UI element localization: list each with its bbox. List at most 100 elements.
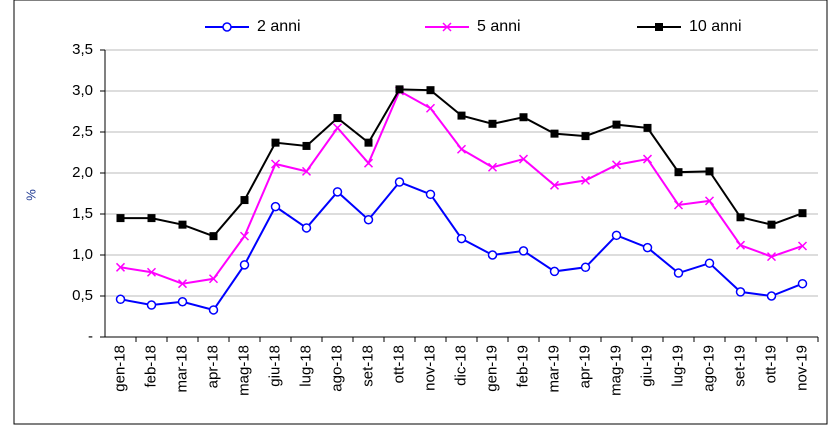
legend-label: 2 anni (257, 18, 301, 35)
marker (333, 114, 342, 123)
marker (271, 138, 280, 147)
marker (655, 23, 663, 31)
marker (239, 260, 250, 270)
marker (270, 159, 281, 169)
marker (115, 294, 126, 305)
x-tick-label: ott-18 (390, 345, 407, 383)
marker (797, 241, 808, 251)
x-tick-label: gen-19 (483, 345, 500, 392)
marker (442, 22, 452, 32)
marker (735, 240, 746, 250)
x-tick-label: apr-19 (576, 345, 593, 388)
marker (116, 214, 125, 223)
marker (177, 279, 188, 289)
x-tick-label: nov-18 (421, 345, 438, 391)
marker (222, 22, 232, 32)
marker (705, 167, 714, 176)
marker (301, 166, 312, 176)
marker (456, 233, 467, 244)
y-tick-label: 0,5 (72, 287, 93, 304)
marker (332, 123, 343, 133)
marker (642, 242, 653, 253)
marker (549, 180, 560, 190)
marker (580, 262, 591, 273)
marker (704, 258, 715, 268)
marker (581, 132, 590, 141)
marker (240, 196, 249, 205)
marker (580, 175, 591, 185)
marker (550, 129, 559, 138)
x-tick-label: mar-19 (545, 345, 562, 393)
marker (457, 111, 466, 120)
legend-label: 5 anni (477, 18, 521, 35)
legend-label: 10 anni (689, 18, 742, 35)
marker (643, 123, 652, 132)
marker (146, 300, 157, 310)
marker (611, 160, 622, 170)
y-tick-label: 1,0 (72, 246, 93, 263)
chart-frame (13, 0, 828, 425)
x-tick-label: feb-19 (514, 345, 531, 388)
y-tick-label: 2,0 (72, 164, 93, 181)
y-tick-label: 3,5 (72, 41, 93, 58)
marker (270, 201, 281, 212)
x-tick-label: dic-18 (452, 345, 469, 386)
marker (674, 168, 683, 177)
marker (488, 119, 497, 128)
y-tick-label: - (88, 328, 93, 345)
x-tick-label: set-19 (731, 345, 748, 387)
marker (611, 230, 622, 241)
marker (673, 200, 684, 210)
marker (363, 158, 374, 168)
x-tick-label: ott-19 (762, 345, 779, 383)
x-tick-label: mar-18 (173, 345, 190, 393)
marker (766, 252, 777, 262)
marker (147, 214, 156, 223)
x-tick-label: giu-18 (266, 345, 283, 387)
marker (178, 220, 187, 229)
marker (519, 113, 528, 122)
x-tick-label: gen-18 (111, 345, 128, 392)
marker (332, 187, 343, 197)
marker (456, 144, 467, 154)
marker (209, 232, 218, 241)
x-tick-label: apr-18 (204, 345, 221, 388)
x-tick-label: nov-19 (793, 345, 810, 391)
marker (642, 154, 653, 164)
marker (239, 231, 250, 241)
marker (704, 196, 715, 206)
x-tick-label: ago-19 (700, 345, 717, 392)
marker (426, 86, 435, 95)
marker (487, 250, 498, 260)
marker (518, 154, 529, 164)
marker (612, 120, 621, 129)
marker (673, 268, 684, 278)
marker (518, 246, 529, 256)
x-tick-label: lug-19 (669, 345, 686, 387)
marker (736, 213, 745, 222)
marker (364, 138, 373, 147)
marker (797, 278, 808, 289)
marker (766, 291, 777, 301)
marker (146, 267, 157, 277)
x-tick-label: mag-19 (607, 345, 624, 396)
marker (208, 274, 219, 284)
marker (425, 189, 436, 200)
marker (549, 266, 560, 277)
marker (208, 305, 219, 315)
marker (301, 223, 312, 233)
marker (302, 141, 311, 150)
marker (395, 85, 404, 94)
marker (177, 296, 188, 307)
y-tick-label: 1,5 (72, 205, 93, 222)
marker (798, 209, 807, 218)
marker (363, 214, 374, 225)
x-tick-label: set-18 (359, 345, 376, 387)
marker (735, 287, 746, 297)
y-tick-label: 3,0 (72, 82, 93, 99)
x-tick-label: ago-18 (328, 345, 345, 392)
marker (487, 162, 498, 172)
x-tick-label: lug-18 (297, 345, 314, 387)
marker (425, 103, 436, 113)
